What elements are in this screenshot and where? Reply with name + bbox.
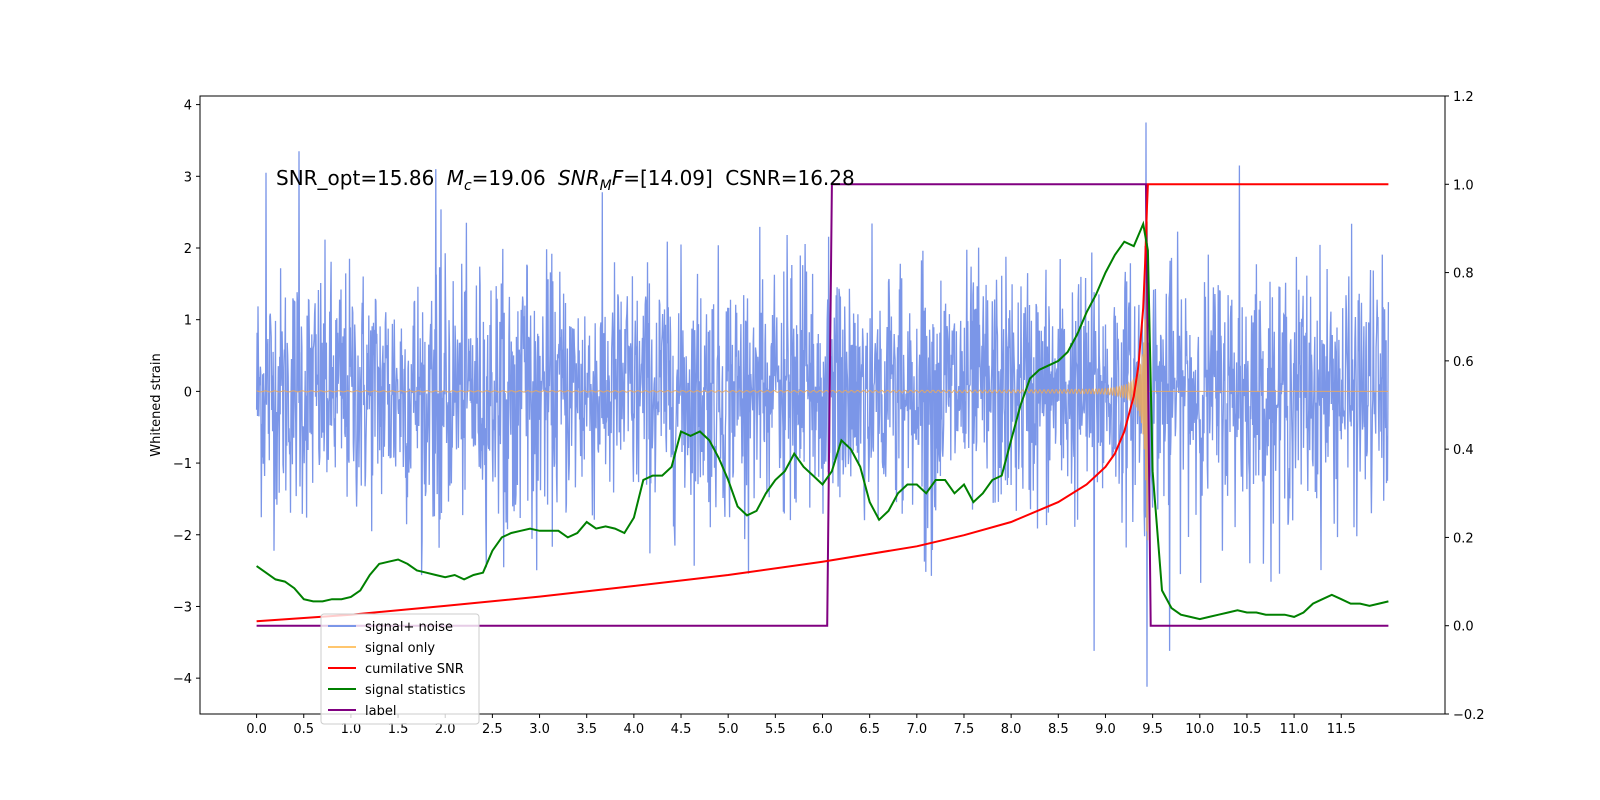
legend-label: signal only: [365, 641, 435, 656]
right-tick-label: 0.4: [1453, 443, 1474, 458]
left-tick-label: −2: [173, 529, 192, 544]
annotation-snr-opt: SNR_opt=15.86: [276, 166, 434, 190]
series-signal-only: [256, 221, 1389, 541]
x-tick-label: 8.0: [1001, 722, 1022, 737]
x-tick-label: 4.0: [624, 722, 645, 737]
x-tick-label: 9.5: [1142, 722, 1163, 737]
x-tick-label: 10.0: [1185, 722, 1214, 737]
right-tick-label: 0.2: [1453, 531, 1474, 546]
x-tick-label: 2.0: [435, 722, 456, 737]
left-tick-label: −3: [173, 600, 192, 615]
legend-box: [320, 613, 480, 725]
x-tick-label: 6.5: [859, 722, 880, 737]
left-tick-label: 0: [184, 385, 192, 400]
annotation-snrmf-sub: M: [600, 178, 612, 194]
annotation-snrmf-f: F: [612, 166, 624, 190]
left-tick-label: −4: [173, 672, 192, 687]
left-tick-label: 1: [184, 314, 192, 329]
annotation-mc-sub: c: [464, 178, 472, 194]
series-signal-statistics: [256, 220, 1389, 621]
x-tick-label: 7.0: [906, 722, 927, 737]
legend-label: cumilative SNR: [365, 662, 464, 677]
x-tick-label: 9.0: [1095, 722, 1116, 737]
right-axis: −0.2 0.0 0.2 0.4 0.6 0.8 1.0 1.2: [1445, 90, 1485, 723]
series-signal-noise: [255, 122, 1390, 687]
right-tick-label: 0.6: [1453, 355, 1474, 370]
annotation-snrmf-symbol: SNR: [558, 166, 600, 190]
x-axis: 0.0 0.5 1.0 1.5 2.0 2.5 3.0 3.5 4.0 4.5 5.0 5.5 6.0 6…: [246, 714, 1356, 737]
x-tick-label: 2.5: [482, 722, 503, 737]
left-axis: −4 −3 −2 −1 0 1 2 3 4: [173, 99, 200, 687]
x-tick-label: 6.0: [812, 722, 833, 737]
x-tick-label: 10.5: [1232, 722, 1261, 737]
x-tick-label: 3.0: [529, 722, 550, 737]
x-tick-label: 11.5: [1327, 722, 1356, 737]
x-tick-label: 8.5: [1048, 722, 1069, 737]
right-tick-label: 1.0: [1453, 178, 1474, 193]
annotation-snrmf-value: =[14.09]: [623, 166, 713, 190]
series-cumulative-snr: [256, 183, 1389, 623]
legend: signal+ noise signal only cumilative SNR si…: [320, 613, 480, 725]
annotation-mc-symbol: M: [447, 166, 464, 190]
left-tick-label: −1: [173, 457, 192, 472]
left-axis-label: Whitened strain: [149, 353, 164, 456]
x-tick-label: 5.0: [718, 722, 739, 737]
right-tick-label: 0.8: [1453, 267, 1474, 282]
series-layer: [255, 122, 1390, 687]
left-tick-label: 3: [184, 170, 192, 185]
right-tick-label: 1.2: [1453, 90, 1474, 105]
x-tick-label: 7.5: [954, 722, 975, 737]
series-label: [256, 183, 1389, 627]
legend-label: signal+ noise: [365, 620, 453, 635]
x-tick-label: 3.5: [576, 722, 597, 737]
annotation: SNR_opt=15.86 Mc=19.06 SNRMF=[14.09] CSN…: [276, 166, 855, 194]
x-tick-label: 11.0: [1280, 722, 1309, 737]
x-tick-label: 0.0: [246, 722, 267, 737]
annotation-mc-value: =19.06: [472, 166, 546, 190]
annotation-csnr: CSNR=16.28: [725, 166, 855, 190]
x-tick-label: 1.0: [341, 722, 362, 737]
left-tick-label: 2: [184, 242, 192, 257]
x-tick-label: 4.5: [671, 722, 692, 737]
x-tick-label: 0.5: [293, 722, 314, 737]
x-tick-label: 5.5: [765, 722, 786, 737]
right-tick-label: −0.2: [1453, 708, 1485, 723]
legend-label: label: [365, 704, 396, 719]
x-tick-label: 1.5: [388, 722, 409, 737]
left-tick-label: 4: [184, 99, 192, 114]
legend-label: signal statistics: [365, 683, 466, 698]
right-tick-label: 0.0: [1453, 620, 1474, 635]
